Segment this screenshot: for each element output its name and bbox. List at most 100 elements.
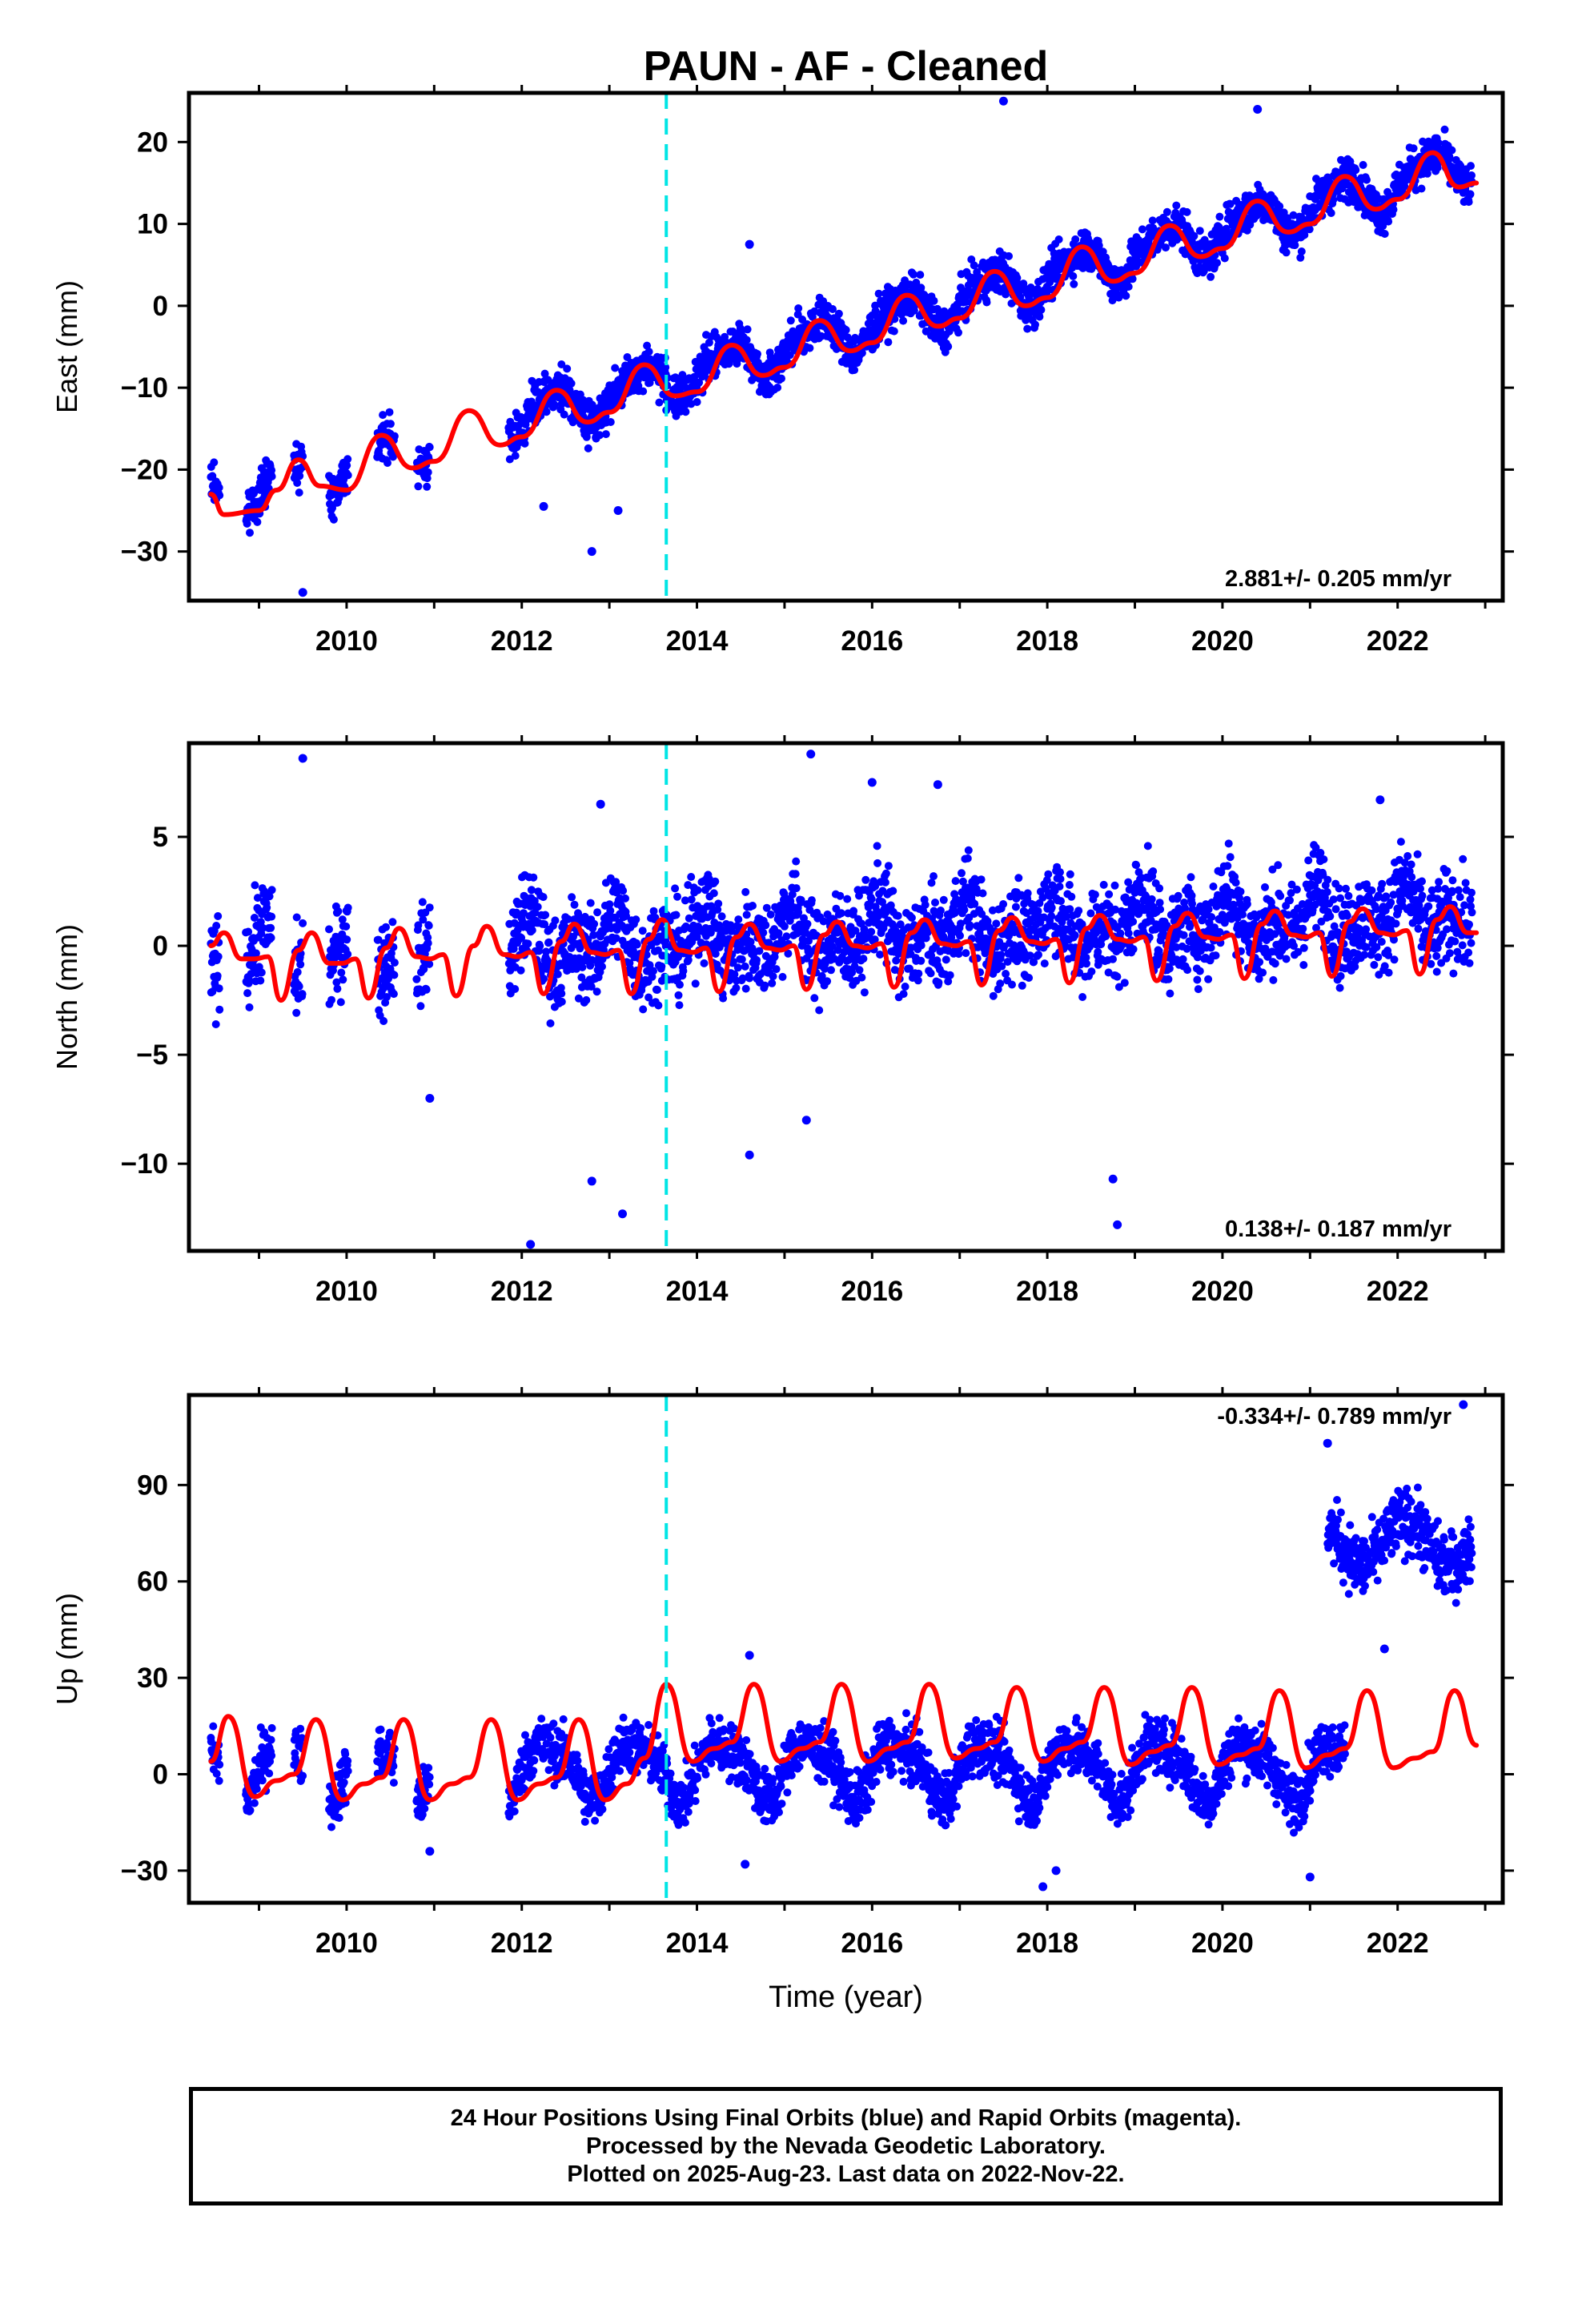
data-point <box>214 912 223 920</box>
data-point <box>638 927 647 935</box>
data-point <box>1286 896 1294 905</box>
data-point <box>1124 929 1133 938</box>
data-point <box>540 975 548 983</box>
data-point <box>1086 909 1095 918</box>
data-point <box>389 990 398 999</box>
data-point <box>1155 899 1164 907</box>
data-point <box>997 951 1006 959</box>
data-point <box>851 927 860 935</box>
data-point <box>691 979 700 988</box>
data-point <box>215 984 223 993</box>
data-point <box>298 990 307 999</box>
data-point <box>884 862 893 870</box>
data-point <box>1181 904 1190 913</box>
data-point <box>742 336 751 344</box>
data-point <box>542 947 551 956</box>
data-point <box>1195 967 1204 975</box>
data-point <box>957 919 965 928</box>
data-point <box>563 364 572 373</box>
data-point <box>1114 983 1123 991</box>
data-point <box>834 309 843 318</box>
data-point <box>960 906 969 915</box>
data-point <box>810 994 819 1003</box>
data-point <box>1283 214 1292 223</box>
data-point <box>598 963 606 971</box>
data-point <box>836 891 845 900</box>
data-point <box>621 894 629 903</box>
data-point <box>247 970 255 979</box>
data-point <box>733 963 742 972</box>
data-point <box>296 960 305 969</box>
data-point <box>593 908 602 917</box>
data-point <box>386 420 395 428</box>
data-point <box>215 483 223 492</box>
data-point <box>1282 955 1291 963</box>
data-point <box>1071 235 1080 243</box>
data-point <box>382 923 390 931</box>
x-tick-label: 2012 <box>491 625 553 657</box>
data-layer <box>207 750 1480 1249</box>
data-point <box>511 452 520 460</box>
data-point <box>425 959 434 968</box>
data-point <box>855 891 863 900</box>
data-point <box>418 898 427 907</box>
data-point <box>1162 207 1171 216</box>
data-point <box>954 950 963 959</box>
data-point <box>843 333 852 342</box>
data-point <box>639 1005 648 1014</box>
data-point <box>803 919 812 928</box>
data-point <box>645 961 654 970</box>
data-point <box>390 971 399 979</box>
data-point <box>777 374 785 383</box>
data-point <box>823 977 832 986</box>
data-point <box>753 955 761 964</box>
data-point <box>841 326 850 334</box>
data-point <box>948 923 957 932</box>
data-point <box>1195 227 1204 235</box>
outlier-point <box>539 501 548 511</box>
data-point <box>424 921 433 930</box>
data-point <box>245 1003 254 1011</box>
data-point <box>529 873 538 882</box>
data-point <box>1193 953 1202 962</box>
data-point <box>1445 152 1454 161</box>
data-point <box>424 468 432 476</box>
chart-title: PAUN - AF - Cleaned <box>644 43 1049 90</box>
data-point <box>746 938 755 946</box>
data-point <box>1287 880 1296 889</box>
data-point <box>873 842 881 850</box>
data-point <box>567 379 576 388</box>
data-point <box>1243 899 1251 908</box>
data-point <box>778 972 787 981</box>
y-tick-label: 20 <box>137 127 168 158</box>
data-point <box>213 971 222 980</box>
data-point <box>632 915 640 924</box>
data-point <box>1008 980 1016 989</box>
data-point <box>292 1008 301 1017</box>
data-point <box>539 893 548 902</box>
data-point <box>837 909 845 918</box>
data-point <box>1056 868 1064 877</box>
data-point <box>732 983 741 992</box>
data-point <box>759 928 768 937</box>
data-point <box>628 947 637 955</box>
data-point <box>881 869 890 878</box>
data-point <box>1239 911 1247 919</box>
data-point <box>422 985 431 994</box>
data-point <box>917 956 926 965</box>
data-point <box>936 907 945 915</box>
data-point <box>927 951 936 960</box>
data-point <box>899 316 908 325</box>
data-point <box>333 984 342 993</box>
data-point <box>251 881 259 890</box>
data-point <box>622 911 630 920</box>
data-point <box>1116 929 1125 938</box>
data-point <box>267 466 276 475</box>
data-point <box>859 955 868 963</box>
outlier-point <box>745 239 754 249</box>
data-point <box>886 901 895 910</box>
data-point <box>332 978 341 987</box>
data-point <box>817 332 825 340</box>
data-point <box>536 942 544 951</box>
